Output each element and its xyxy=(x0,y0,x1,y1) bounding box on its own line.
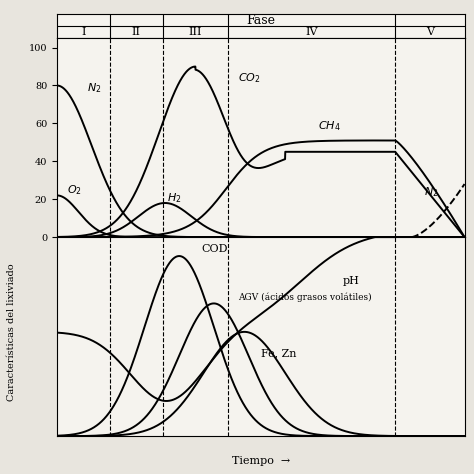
Text: III: III xyxy=(189,27,202,37)
Text: Fase: Fase xyxy=(246,14,275,27)
Text: II: II xyxy=(132,27,141,37)
Text: $N_2$: $N_2$ xyxy=(424,185,438,199)
Text: $CH_4$: $CH_4$ xyxy=(318,119,340,133)
Text: AGV (ácidos grasos volátiles): AGV (ácidos grasos volátiles) xyxy=(238,292,372,301)
Text: Tiempo  →: Tiempo → xyxy=(232,456,290,466)
Text: COD: COD xyxy=(201,244,228,254)
Text: $CO_2$: $CO_2$ xyxy=(238,72,261,85)
Text: I: I xyxy=(81,27,86,37)
Text: pH: pH xyxy=(342,276,359,286)
Text: $H_2$: $H_2$ xyxy=(167,191,182,205)
Text: Fe, Zn: Fe, Zn xyxy=(261,348,296,358)
Text: V: V xyxy=(426,27,434,37)
Text: $O_2$: $O_2$ xyxy=(67,183,82,197)
Text: IV: IV xyxy=(305,27,318,37)
Text: $N_2$: $N_2$ xyxy=(87,81,102,95)
Text: Características del lixiviado: Características del lixiviado xyxy=(8,263,16,401)
